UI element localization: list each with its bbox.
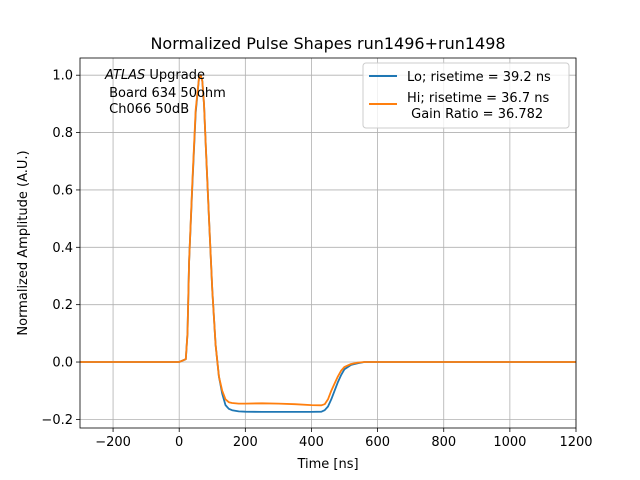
y-tick-label: −0.2 — [41, 413, 73, 428]
x-tick-label: 800 — [431, 435, 456, 450]
x-tick-label: −200 — [95, 435, 131, 450]
series-line-hi — [80, 74, 576, 407]
x-tick-label: 400 — [299, 435, 324, 450]
x-tick-label: 0 — [175, 435, 183, 450]
y-tick-label: 1.0 — [52, 69, 73, 84]
annotation-channel: Ch066 50dB — [105, 102, 189, 117]
x-tick-label: 600 — [365, 435, 390, 450]
svg-text:ATLAS Upgrade: ATLAS Upgrade — [104, 68, 205, 83]
plot-frame — [79, 57, 577, 429]
x-tick-label: 1200 — [559, 435, 592, 450]
annotation: ATLAS Upgrade Board 634 50ohm Ch066 50dB — [104, 68, 226, 117]
x-axis-label: Time [ns] — [296, 457, 358, 472]
legend: Lo; risetime = 39.2 ns Hi; risetime = 36… — [362, 62, 570, 129]
chart-title: Normalized Pulse Shapes run1496+run1498 — [150, 34, 505, 53]
y-tick-label: 0.0 — [52, 356, 73, 371]
legend-label-hi-line: Gain Ratio = 36.782 — [407, 107, 543, 122]
annotation-upgrade: Upgrade — [145, 68, 205, 83]
x-tick-label: 200 — [233, 435, 258, 450]
series-lines — [80, 74, 576, 413]
y-axis-ticks: −0.2 0.0 0.2 0.4 0.6 0.8 1.0 — [41, 69, 80, 428]
y-tick-label: 0.8 — [52, 126, 73, 141]
annotation-board: Board 634 50ohm — [105, 86, 226, 101]
y-axis-label: Normalized Amplitude (A.U.) — [16, 150, 31, 335]
y-tick-label: 0.4 — [52, 241, 73, 256]
annotation-atlas: ATLAS — [104, 68, 145, 83]
x-tick-label: 1000 — [493, 435, 526, 450]
y-tick-label: 0.2 — [52, 298, 73, 313]
x-axis-ticks: −200 0 200 400 600 800 1000 1200 — [95, 428, 593, 450]
legend-label-hi: Hi; risetime = 36.7 ns Gain Ratio = 36.7… — [407, 91, 549, 122]
y-tick-label: 0.6 — [52, 183, 73, 198]
legend-box — [362, 62, 570, 129]
legend-label-lo: Lo; risetime = 39.2 ns — [407, 70, 551, 85]
legend-label-hi-line: Hi; risetime = 36.7 ns — [407, 91, 549, 106]
